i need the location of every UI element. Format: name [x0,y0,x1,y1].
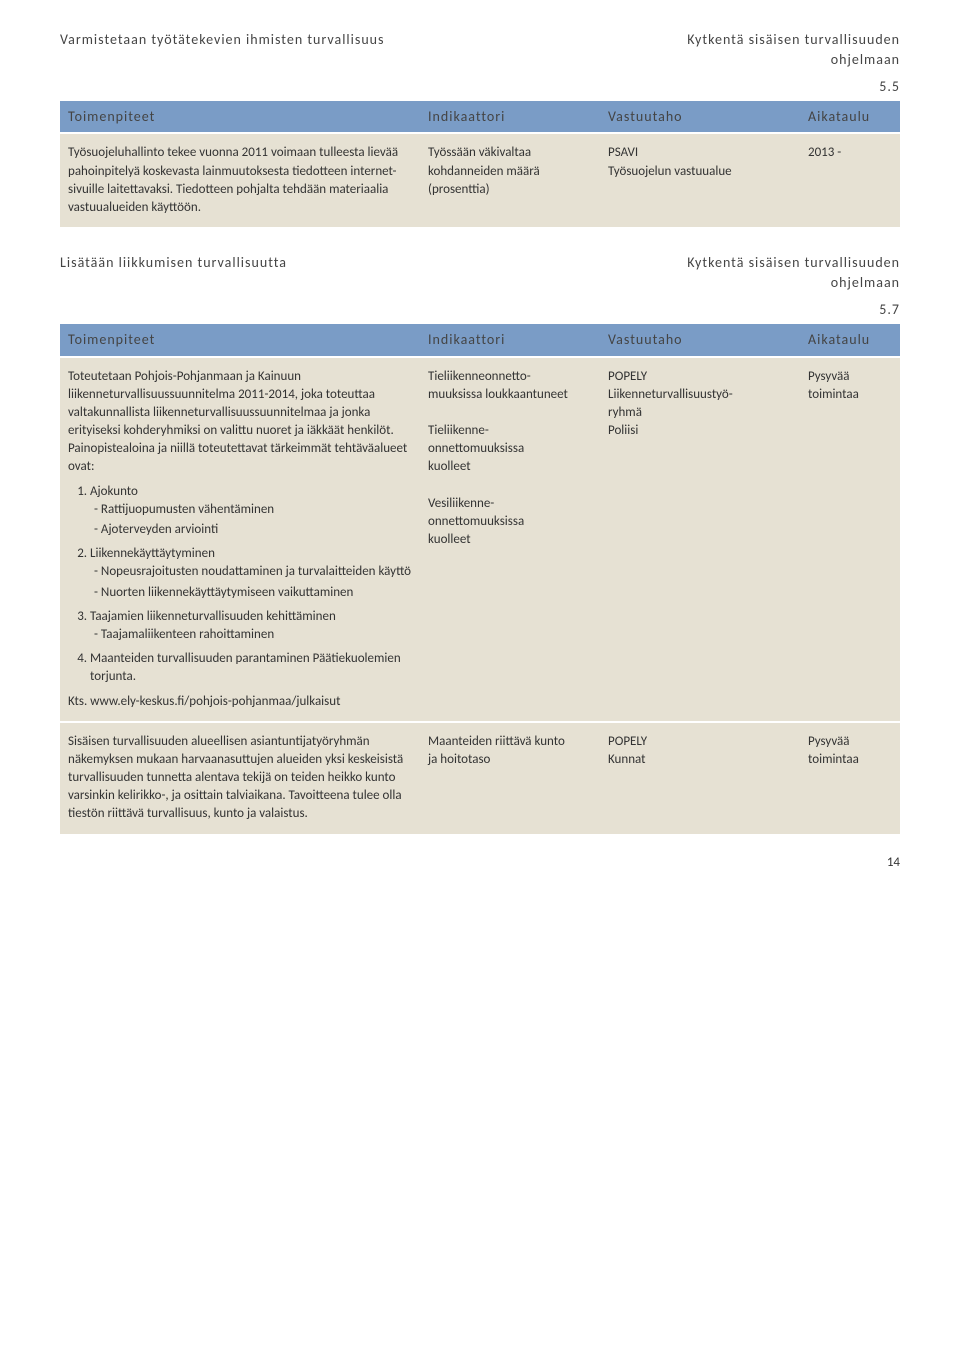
s2r1-c4-l1: Pysyvää [808,368,892,386]
s2r2-c2-l2: ja hoitotaso [428,751,592,769]
li1: Ajokunto [90,484,138,499]
sublist: Rattijuopumusten vähentäminen Ajoterveyd… [90,501,412,539]
s1-c2-l1: Työssään väkivaltaa [428,144,592,162]
s1-c2: Työssään väkivaltaa kohdanneiden määrä (… [420,134,600,227]
s2r2-c3: POPELY Kunnat [600,723,800,834]
sublist: Taajamaliikenteen rahoittaminen [90,626,412,644]
s1-c3: PSAVI Työsuojelun vastuualue [600,134,800,227]
section1-title-left: Varmistetaan työtätekevien ihmisten turv… [60,30,385,50]
section2-row2: Sisäisen turvallisuuden alueellisen asia… [60,723,900,834]
li1b: Ajoterveyden arviointi [108,521,412,539]
s2r1-c2-b2a: Tieliikenne- [428,422,592,440]
section2-header: Lisätään liikkumisen turvallisuutta Kytk… [60,253,900,292]
section2-row1: Toteutetaan Pohjois-Pohjanmaan ja Kainuu… [60,358,900,721]
section1-number: 5.5 [60,77,900,97]
s2r1-c2-b2c: kuolleet [428,458,592,476]
li3: Taajamien liikenneturvallisuuden kehittä… [90,609,336,624]
s1-c2-l3: (prosenttia) [428,181,592,199]
s2r1-c2-b1b: muuksissa loukkaantuneet [428,386,592,404]
s2r1-c2-b3c: kuolleet [428,531,592,549]
s2r2-c4: Pysyvää toimintaa [800,723,900,834]
section2-title-right: Kytkentä sisäisen turvallisuuden ohjelma… [687,253,900,292]
s2r1-c2-b3b: onnettomuuksissa [428,513,592,531]
section1-row: Työsuojeluhallinto tekee vuonna 2011 voi… [60,134,900,227]
s2r1-c3-l1: POPELY [608,368,792,386]
s2r2-c4-l1: Pysyvää [808,733,892,751]
col2-toimenpiteet: Toimenpiteet [60,324,420,356]
col-vastuutaho: Vastuutaho [600,101,800,133]
col-indikaattori: Indikaattori [420,101,600,133]
section2-table-header: Toimenpiteet Indikaattori Vastuutaho Aik… [60,324,900,356]
section1-table-header: Toimenpiteet Indikaattori Vastuutaho Aik… [60,101,900,133]
section1-title-right-l2: ohjelmaan [687,50,900,70]
col-toimenpiteet: Toimenpiteet [60,101,420,133]
col2-indikaattori: Indikaattori [420,324,600,356]
section1-title-right-l1: Kytkentä sisäisen turvallisuuden [687,30,900,50]
s2r1-c2: Tieliikenneonnetto- muuksissa loukkaantu… [420,358,600,721]
s1-c3-l2: Työsuojelun vastuualue [608,163,792,181]
s2r1-c2-b3a: Vesiliikenne- [428,495,592,513]
s2r1-c2-b1a: Tieliikenneonnetto- [428,368,592,386]
list-item: Maanteiden turvallisuuden parantaminen P… [90,650,412,686]
s2r1-c2-b2b: onnettomuuksissa [428,440,592,458]
li2b: Nuorten liikennekäyttäytymiseen vaikutta… [108,584,412,602]
s2r1-c1: Toteutetaan Pohjois-Pohjanmaan ja Kainuu… [60,358,420,721]
col2-vastuutaho: Vastuutaho [600,324,800,356]
li2a: Nopeusrajoitusten noudattaminen ja turva… [108,563,412,581]
s2r1-c3: POPELY Liikenneturvallisuustyö- ryhmä Po… [600,358,800,721]
s2r2-c3-l1: POPELY [608,733,792,751]
s1-c2-l2: kohdanneiden määrä [428,163,592,181]
s2r1-c4: Pysyvää toimintaa [800,358,900,721]
s2r1-intro: Toteutetaan Pohjois-Pohjanmaan ja Kainuu… [68,368,412,477]
s2r2-c2: Maanteiden riittävä kunto ja hoitotaso [420,723,600,834]
sublist: Nopeusrajoitusten noudattaminen ja turva… [90,563,412,601]
s2r2-c4-l2: toimintaa [808,751,892,769]
page-number: 14 [60,854,900,872]
col-aikataulu: Aikataulu [800,101,900,133]
section2-number: 5.7 [60,300,900,320]
section2-title-right-l2: ohjelmaan [687,273,900,293]
s2r1-tail: Kts. www.ely-keskus.fi/pohjois-pohjanmaa… [68,693,412,711]
section2-title-right-l1: Kytkentä sisäisen turvallisuuden [687,253,900,273]
list-item: Taajamien liikenneturvallisuuden kehittä… [90,608,412,644]
s1-c4: 2013 - [800,134,900,227]
list-item: Liikennekäyttäytyminen Nopeusrajoitusten… [90,545,412,602]
section2-title-left: Lisätään liikkumisen turvallisuutta [60,253,287,273]
li2: Liikennekäyttäytyminen [90,546,215,561]
section1-title-right: Kytkentä sisäisen turvallisuuden ohjelma… [687,30,900,69]
s2r1-c4-l2: toimintaa [808,386,892,404]
col2-aikataulu: Aikataulu [800,324,900,356]
section1-header: Varmistetaan työtätekevien ihmisten turv… [60,30,900,69]
s2r1-list: Ajokunto Rattijuopumusten vähentäminen A… [68,483,412,687]
s1-c3-l1: PSAVI [608,144,792,162]
li1a: Rattijuopumusten vähentäminen [108,501,412,519]
s2r2-c2-l1: Maanteiden riittävä kunto [428,733,592,751]
s2r1-c3-l4: Poliisi [608,422,792,440]
li3a: Taajamaliikenteen rahoittaminen [108,626,412,644]
s2r2-c1: Sisäisen turvallisuuden alueellisen asia… [60,723,420,834]
s2r2-c3-l2: Kunnat [608,751,792,769]
s2r1-c3-l2: Liikenneturvallisuustyö- [608,386,792,404]
s1-c1: Työsuojeluhallinto tekee vuonna 2011 voi… [60,134,420,227]
list-item: Ajokunto Rattijuopumusten vähentäminen A… [90,483,412,540]
s2r1-c3-l3: ryhmä [608,404,792,422]
